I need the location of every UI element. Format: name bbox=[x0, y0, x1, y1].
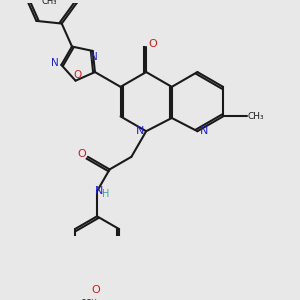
Text: N: N bbox=[136, 126, 144, 136]
Text: O: O bbox=[78, 149, 87, 159]
Text: CH₃: CH₃ bbox=[42, 0, 57, 6]
Text: N: N bbox=[90, 52, 98, 61]
Text: O: O bbox=[73, 70, 81, 80]
Text: N: N bbox=[94, 186, 103, 196]
Text: H: H bbox=[102, 189, 110, 199]
Text: OCH₃: OCH₃ bbox=[80, 299, 100, 300]
Text: N: N bbox=[51, 58, 59, 68]
Text: O: O bbox=[148, 39, 157, 50]
Text: N: N bbox=[200, 126, 208, 136]
Text: CH₃: CH₃ bbox=[247, 112, 264, 121]
Text: O: O bbox=[92, 285, 100, 295]
